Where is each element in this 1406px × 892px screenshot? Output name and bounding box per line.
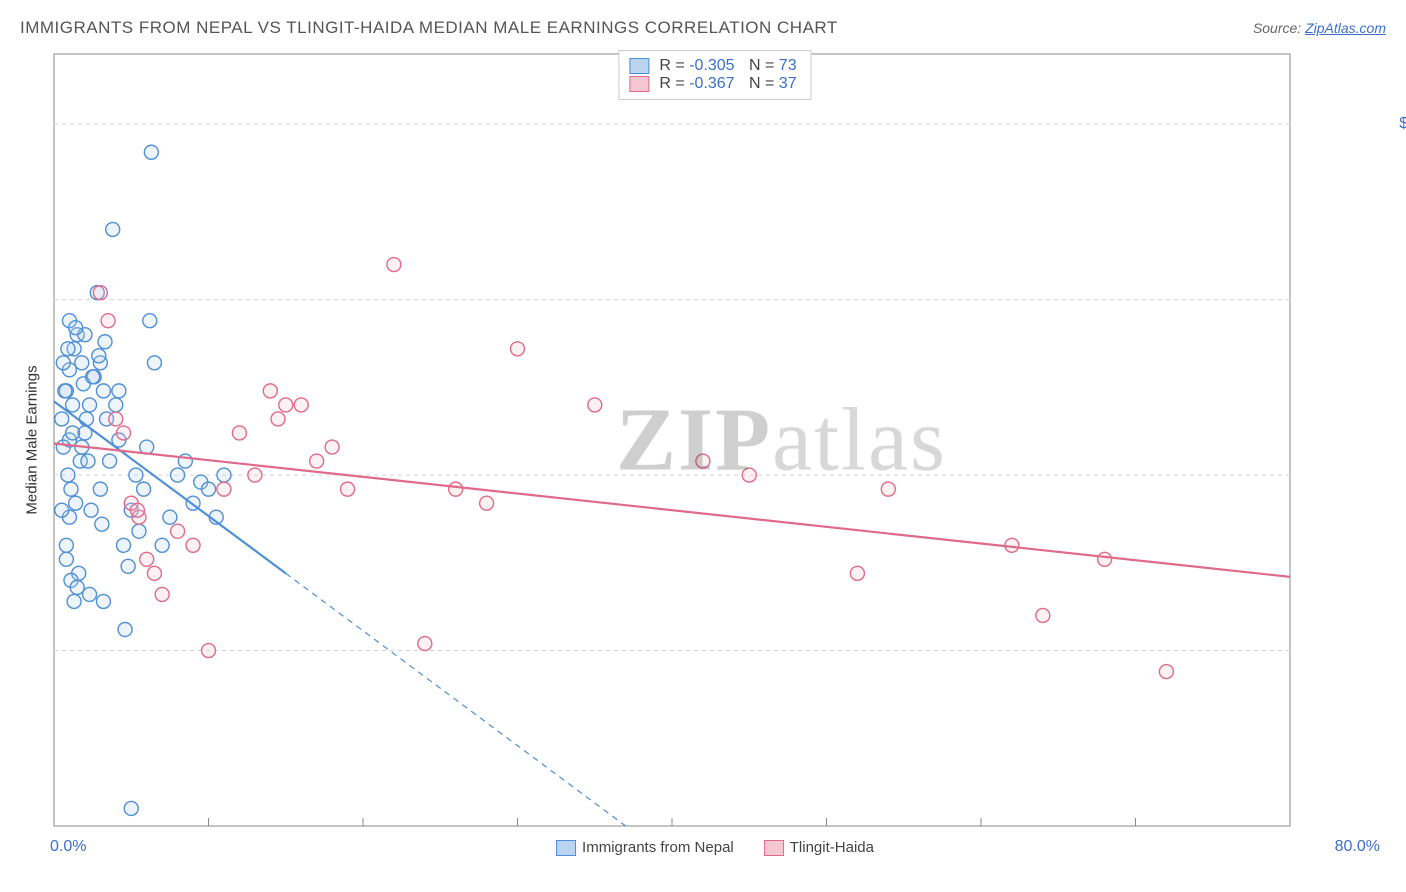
swatch-legend-1 [764,840,784,856]
bottom-legend: Immigrants from Nepal Tlingit-Haida [556,839,874,856]
swatch-series-1 [629,76,649,92]
x-max-label: 80.0% [1335,838,1380,856]
source-link[interactable]: ZipAtlas.com [1305,20,1386,36]
scatter-chart [50,50,1380,830]
swatch-series-0 [629,58,649,74]
x-min-label: 0.0% [50,838,86,856]
y-tick-label: $100,000 [1399,115,1406,133]
stats-row: R = -0.367 N = 37 [629,75,796,93]
chart-title: IMMIGRANTS FROM NEPAL VS TLINGIT-HAIDA M… [20,18,838,38]
source-label: Source: ZipAtlas.com [1253,20,1386,36]
stats-row: R = -0.305 N = 73 [629,57,796,75]
legend-item: Immigrants from Nepal [556,839,734,856]
stats-box: R = -0.305 N = 73 R = -0.367 N = 37 [618,50,811,100]
y-axis-label: Median Male Earnings [24,365,41,514]
swatch-legend-0 [556,840,576,856]
chart-header: IMMIGRANTS FROM NEPAL VS TLINGIT-HAIDA M… [0,0,1406,48]
plot-area: Median Male Earnings ZIPatlas $25,000$50… [50,50,1380,830]
legend-item: Tlingit-Haida [764,839,874,856]
